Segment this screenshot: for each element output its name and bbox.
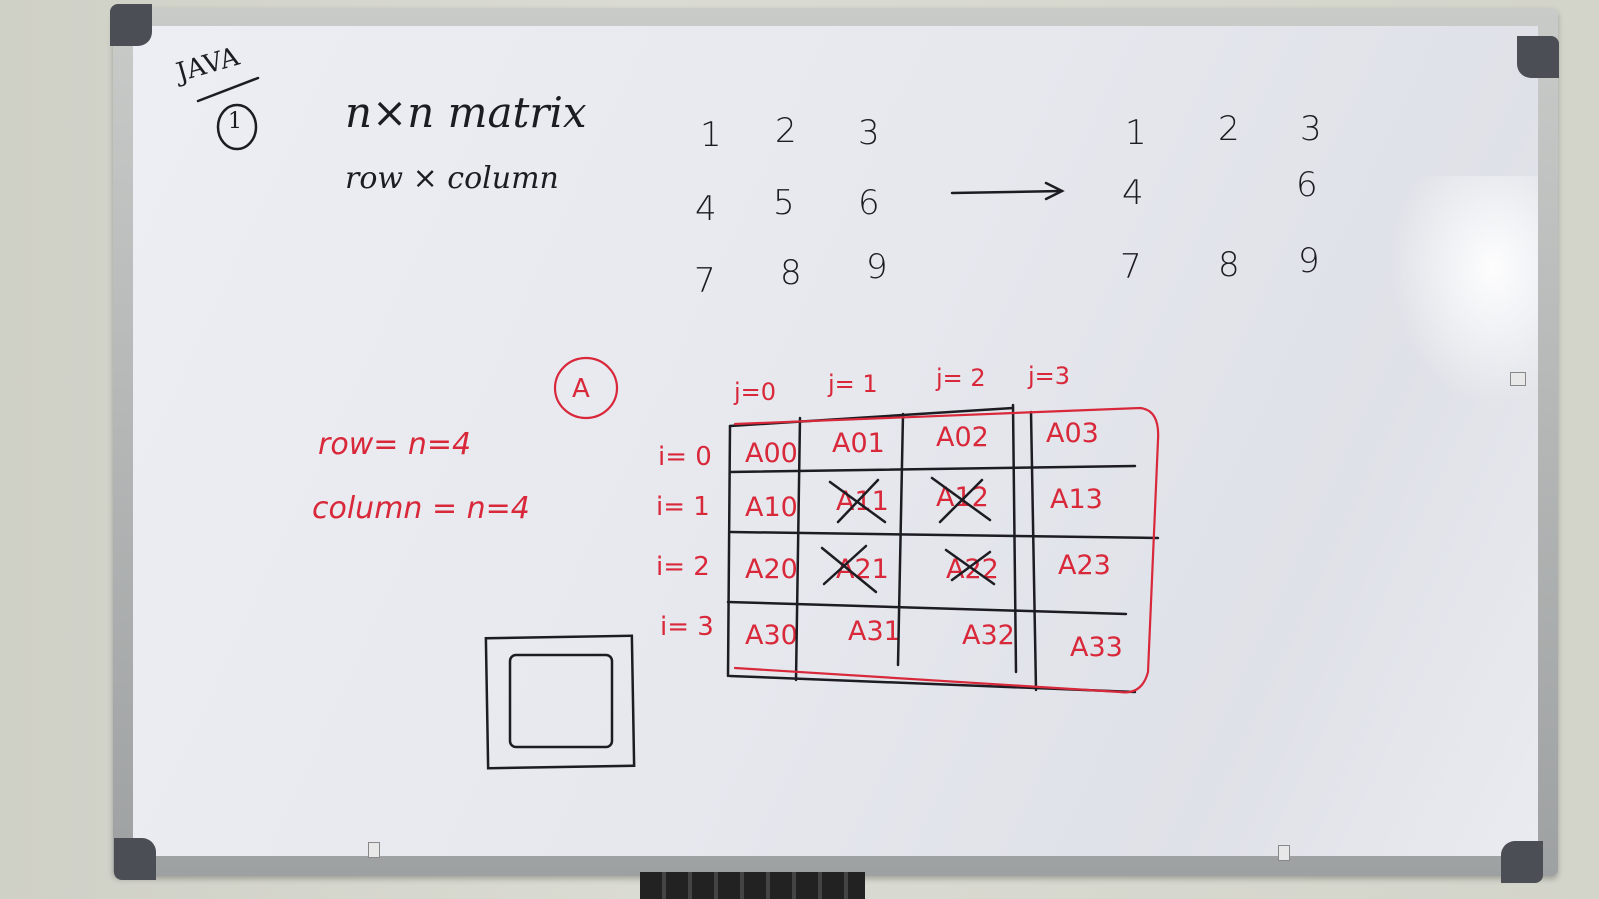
matrix-cell-a23: A23 [1058,550,1111,581]
frame-corner-bottom-left [114,838,156,880]
outer-square [484,634,636,770]
matrix-cell-a33: A33 [1070,632,1123,663]
matrix-cell-a01: A01 [832,428,885,459]
cross-mark [944,548,996,586]
column-index: j= 2 [936,364,986,392]
row-index: i= 0 [658,442,712,472]
column-index: j=0 [734,378,777,406]
matrix-cell-a21: A21 [836,554,889,585]
matrix-cell-a13: A13 [1050,484,1103,515]
left-matrix-cell: 1 [700,115,722,155]
cross-mark [930,476,992,524]
step-circle [216,103,258,151]
right-matrix-cell: 4 [1122,173,1144,213]
column-index: j=3 [1028,362,1071,390]
cross-mark [820,544,878,594]
grid-line [1011,403,1018,674]
underline-stroke [196,76,260,103]
light-glare [1388,176,1538,406]
grid-border [733,406,1160,694]
whiteboard-surface [133,26,1538,856]
left-matrix-cell: 7 [694,261,716,301]
column-count: column = n=4 [312,491,530,526]
subtitle: row × column [345,161,559,196]
marker-tray [640,872,865,899]
matrix-cell-a00: A00 [745,438,798,469]
board-clip [1278,845,1290,861]
column-index: j= 1 [828,370,878,398]
matrix-cell-a03: A03 [1046,418,1099,449]
frame-corner-bottom-right [1501,841,1543,883]
frame-corner-top-right [1517,36,1559,78]
frame-corner-top-left [110,4,152,46]
row-index: i= 2 [656,552,710,582]
left-matrix-cell: 8 [780,253,802,293]
left-matrix-cell: 6 [858,183,880,223]
right-matrix-cell: 2 [1218,109,1240,149]
right-matrix-cell: 6 [1296,165,1318,205]
left-matrix-cell: 2 [775,111,797,151]
grid-line [794,416,802,682]
left-matrix-cell: 5 [773,183,795,223]
page-title: n×n matrix [345,88,587,137]
left-matrix-cell: 9 [866,247,888,287]
matrix-cell-a30: A30 [745,620,798,651]
right-matrix-cell: 8 [1218,245,1240,285]
left-matrix-cell: 4 [695,189,717,229]
grid-line [726,600,1128,616]
array-label: A [572,374,590,404]
right-matrix-cell: 1 [1125,113,1147,153]
grid-line [729,530,1160,540]
arrow-shaft [950,189,1064,195]
grid-line [726,424,732,678]
board-clip [1510,372,1526,386]
right-matrix-cell: 9 [1298,241,1320,281]
cross-mark [828,478,887,524]
row-count: row= n=4 [318,427,472,462]
array-circle [553,356,619,420]
grid-line [1029,410,1038,692]
arrow-head [1044,181,1065,201]
row-index: i= 3 [660,612,714,642]
matrix-cell-a31: A31 [848,616,901,647]
right-matrix-cell: 7 [1120,247,1142,287]
right-matrix-cell: 3 [1300,109,1322,149]
grid-line [896,412,905,667]
matrix-cell-a02: A02 [936,422,989,453]
step-number: 1 [228,109,242,134]
board-clip [368,842,380,858]
grid-line [728,464,1137,474]
matrix-cell-a20: A20 [745,554,798,585]
inner-square [508,653,614,749]
matrix-cell-a32: A32 [962,620,1015,651]
left-matrix-cell: 3 [858,113,880,153]
matrix-cell-a10: A10 [745,492,798,523]
row-index: i= 1 [656,492,710,522]
